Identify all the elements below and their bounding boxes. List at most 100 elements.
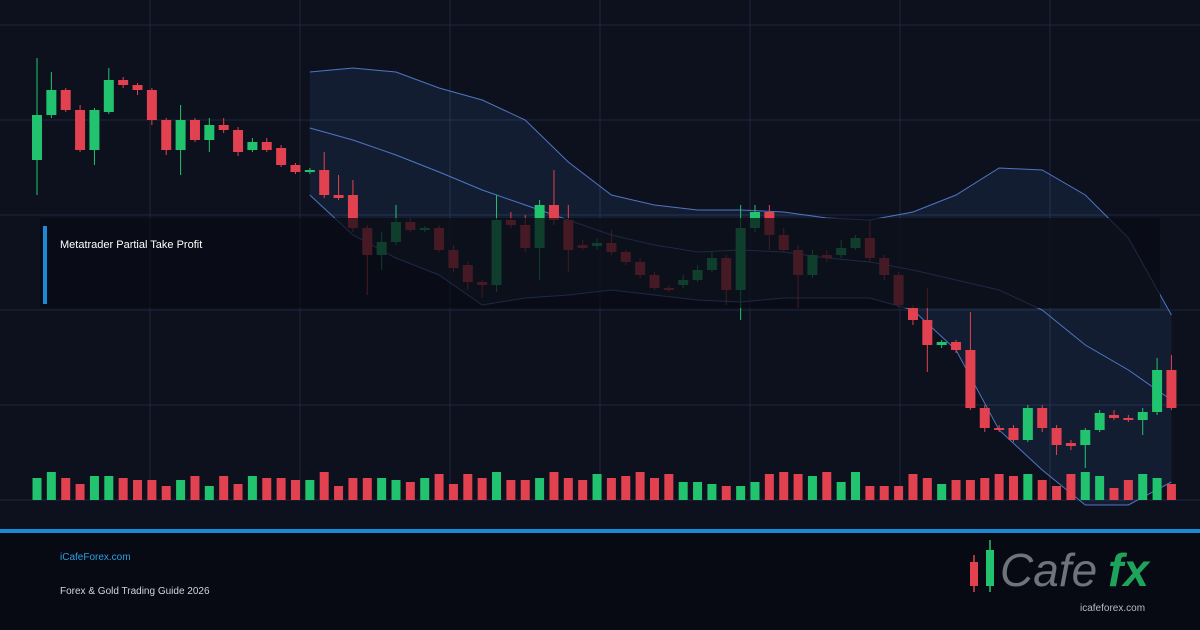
volume-bar bbox=[1023, 474, 1033, 500]
volume-bar bbox=[1008, 476, 1018, 500]
candle-body bbox=[189, 120, 200, 140]
volume-bar bbox=[951, 480, 961, 500]
candle-body bbox=[233, 130, 244, 152]
volume-bar bbox=[894, 486, 904, 500]
volume-bar bbox=[1080, 472, 1090, 500]
volume-bar bbox=[448, 484, 458, 500]
candle-body bbox=[175, 120, 186, 150]
candle-body bbox=[204, 125, 215, 140]
volume-bar bbox=[764, 474, 774, 500]
volume-bar bbox=[649, 478, 659, 500]
candle-body bbox=[907, 308, 918, 320]
volume-bar bbox=[319, 472, 329, 500]
candle-body bbox=[319, 170, 330, 195]
chart-title: Metatrader Partial Take Profit bbox=[60, 239, 202, 251]
divider bbox=[0, 529, 1200, 533]
volume-bar bbox=[32, 478, 42, 500]
candle-body bbox=[994, 428, 1005, 430]
volume-bar bbox=[721, 486, 731, 500]
volume-bar bbox=[75, 484, 85, 500]
volume-bar bbox=[937, 484, 947, 500]
candle-body bbox=[304, 170, 315, 172]
volume-bar bbox=[161, 486, 171, 500]
volume-bar bbox=[1152, 478, 1162, 500]
candle-body bbox=[290, 165, 301, 172]
volume-bar bbox=[133, 480, 143, 500]
candle-body bbox=[276, 148, 287, 165]
title-box bbox=[40, 218, 1160, 308]
candle-body bbox=[60, 90, 71, 110]
candle-body bbox=[1123, 418, 1134, 420]
volume-bar bbox=[262, 478, 272, 500]
volume-bar bbox=[1166, 484, 1176, 500]
volume-bar bbox=[492, 472, 502, 500]
volume-bar bbox=[477, 478, 487, 500]
volume-bar bbox=[46, 472, 56, 500]
candle-body bbox=[132, 85, 143, 90]
volume-bar bbox=[793, 474, 803, 500]
volume-bar bbox=[535, 478, 545, 500]
volume-bar bbox=[147, 480, 157, 500]
volume-bar bbox=[305, 480, 315, 500]
volume-bar bbox=[908, 474, 918, 500]
volume-bar bbox=[836, 482, 846, 500]
candle-body bbox=[347, 195, 358, 228]
candle-body bbox=[103, 80, 114, 112]
volume-bar bbox=[233, 484, 243, 500]
footer-subtitle: Forex & Gold Trading Guide 2026 bbox=[60, 586, 210, 597]
candle-body bbox=[936, 342, 947, 345]
candle-body bbox=[1152, 370, 1163, 412]
title-panel: Metatrader Partial Take Profit bbox=[40, 218, 1160, 308]
volume-bar bbox=[750, 482, 760, 500]
candle-body bbox=[1022, 408, 1033, 440]
volume-bar bbox=[1109, 488, 1119, 500]
volume-bar bbox=[348, 478, 358, 500]
candle-body bbox=[1094, 413, 1105, 430]
volume-bar bbox=[678, 482, 688, 500]
volume-bar bbox=[1066, 474, 1076, 500]
volume-bar bbox=[247, 476, 257, 500]
volume-bar bbox=[204, 486, 214, 500]
volume-bar bbox=[879, 486, 889, 500]
volume-bar bbox=[1037, 480, 1047, 500]
candle-body bbox=[218, 125, 229, 130]
volume-bar bbox=[377, 478, 387, 500]
volume-bar bbox=[405, 482, 415, 500]
volume-bar bbox=[549, 472, 559, 500]
candle-body bbox=[32, 115, 42, 160]
candle-body bbox=[247, 142, 258, 150]
candle-body bbox=[1137, 412, 1148, 420]
volume-bar bbox=[707, 484, 717, 500]
volume-bar bbox=[434, 474, 444, 500]
volume-bar bbox=[621, 476, 631, 500]
volume-bar bbox=[104, 476, 114, 500]
footer-background bbox=[0, 530, 1200, 630]
volume-bar bbox=[176, 480, 186, 500]
candle-body bbox=[161, 120, 172, 150]
volume-bar bbox=[334, 486, 344, 500]
volume-bar bbox=[1095, 476, 1105, 500]
volume-bar bbox=[391, 480, 401, 500]
candle-body bbox=[1037, 408, 1048, 428]
volume-bar bbox=[118, 478, 128, 500]
volume-bar bbox=[606, 478, 616, 500]
volume-bar bbox=[362, 478, 372, 500]
logo-icon bbox=[970, 562, 978, 586]
volume-bar bbox=[190, 476, 200, 500]
volume-bar bbox=[592, 474, 602, 500]
volume-bar bbox=[779, 472, 789, 500]
volume-bar bbox=[994, 474, 1004, 500]
volume-bar bbox=[664, 474, 674, 500]
candle-body bbox=[1109, 415, 1119, 418]
volume-bar bbox=[563, 478, 573, 500]
candle-body bbox=[922, 320, 933, 345]
candle-body bbox=[333, 195, 344, 198]
candle-body bbox=[548, 205, 559, 220]
candle-body bbox=[1008, 428, 1019, 440]
candle-body bbox=[1166, 370, 1177, 408]
candle-body bbox=[965, 350, 976, 408]
volume-bar bbox=[1138, 474, 1148, 500]
logo: Cafe fx icafeforex.com bbox=[970, 540, 1151, 614]
